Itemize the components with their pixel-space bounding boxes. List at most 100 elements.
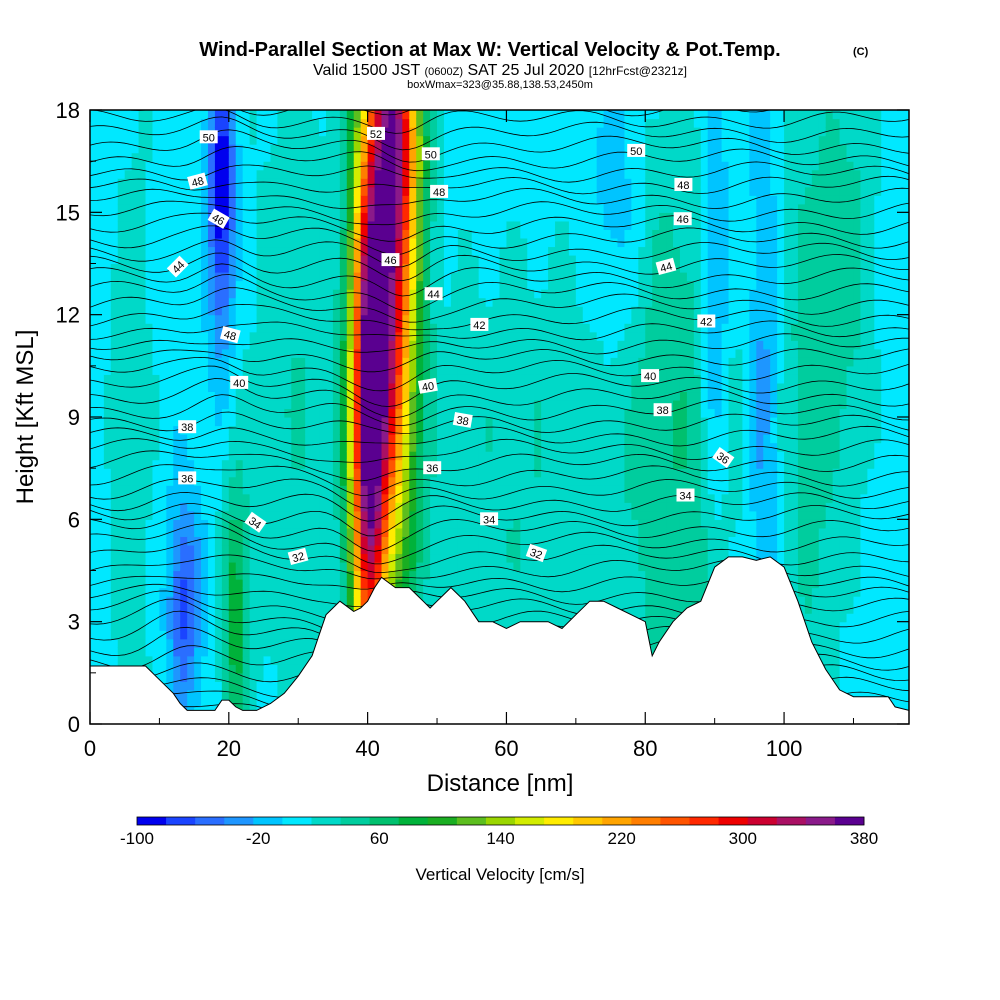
velocity-cell [353, 544, 362, 555]
velocity-cell [561, 203, 570, 213]
velocity-cell [263, 186, 272, 196]
velocity-cell [541, 254, 549, 265]
velocity-cell [110, 280, 119, 290]
velocity-cell [325, 178, 334, 188]
velocity-cell [249, 408, 258, 418]
velocity-cell [159, 417, 167, 427]
velocity-cell [402, 399, 410, 410]
velocity-cell [478, 365, 487, 375]
velocity-cell [131, 408, 140, 418]
velocity-cell [256, 655, 265, 665]
velocity-cell [561, 314, 570, 324]
velocity-cell [527, 229, 535, 239]
velocity-cell [235, 561, 244, 572]
velocity-cell [159, 195, 167, 205]
velocity-cell [117, 169, 126, 179]
velocity-cell [221, 527, 230, 537]
velocity-cell [131, 152, 140, 162]
velocity-cell [194, 391, 202, 401]
velocity-cell [534, 280, 542, 290]
velocity-cell [513, 536, 521, 546]
velocity-cell [506, 553, 514, 563]
velocity-cell [96, 314, 105, 324]
velocity-cell [152, 306, 161, 316]
velocity-cell [96, 340, 105, 350]
velocity-cell [110, 382, 119, 393]
velocity-cell [256, 621, 265, 631]
velocity-cell [492, 536, 501, 546]
velocity-cell [416, 459, 424, 469]
velocity-cell [187, 272, 195, 282]
velocity-cell [187, 186, 195, 196]
velocity-cell [346, 246, 355, 256]
velocity-cell [430, 212, 438, 222]
velocity-cell [353, 442, 362, 452]
chart-subtitle: Valid 1500 JST (0600Z) SAT 25 Jul 2020 [… [313, 62, 687, 79]
velocity-cell [249, 203, 258, 213]
velocity-cell [319, 604, 327, 614]
velocity-cell [110, 186, 119, 196]
velocity-cell [541, 323, 549, 333]
velocity-cell [457, 382, 466, 393]
velocity-cell [478, 237, 487, 248]
velocity-cell [430, 493, 438, 503]
velocity-cell [249, 229, 258, 239]
velocity-cell [360, 553, 369, 563]
velocity-cell [96, 127, 105, 137]
velocity-cell [506, 203, 514, 213]
velocity-cell [409, 289, 417, 299]
velocity-cell [117, 365, 126, 375]
velocity-cell [138, 613, 147, 623]
velocity-cell [180, 306, 188, 316]
velocity-cell [180, 570, 188, 580]
velocity-cell [319, 536, 327, 546]
velocity-cell [374, 272, 383, 282]
velocity-cell [194, 613, 202, 623]
velocity-cell [187, 246, 195, 256]
velocity-cell [450, 408, 459, 418]
velocity-cell [124, 621, 133, 631]
velocity-cell [180, 579, 188, 589]
velocity-cell [256, 442, 265, 452]
velocity-cell [103, 161, 112, 171]
velocity-cell [284, 553, 292, 563]
velocity-cell [478, 527, 487, 537]
velocity-cell [173, 604, 181, 614]
velocity-cell [360, 323, 369, 333]
velocity-cell [395, 434, 403, 444]
velocity-cell [117, 144, 126, 154]
velocity-cell [388, 348, 396, 358]
velocity-cell [180, 331, 188, 341]
velocity-cell [235, 152, 244, 162]
velocity-cell [124, 314, 133, 324]
velocity-cell [423, 579, 431, 589]
velocity-cell [513, 510, 521, 520]
velocity-cell [346, 493, 355, 503]
velocity-cell [145, 664, 154, 674]
velocity-cell [194, 587, 202, 597]
velocity-cell [187, 630, 195, 640]
velocity-cell [110, 647, 119, 657]
velocity-cell [298, 459, 306, 469]
velocity-cell [242, 263, 251, 273]
velocity-cell [249, 570, 258, 580]
velocity-cell [485, 254, 494, 265]
velocity-cell [291, 468, 299, 478]
velocity-cell [457, 510, 466, 520]
velocity-cell [430, 237, 438, 248]
velocity-cell [332, 178, 341, 188]
velocity-cell [443, 237, 452, 248]
velocity-cell [263, 229, 272, 239]
velocity-cell [235, 638, 244, 648]
velocity-cell [131, 220, 140, 230]
velocity-cell [207, 596, 216, 606]
velocity-cell [395, 331, 403, 341]
velocity-cell [256, 374, 265, 384]
velocity-cell [228, 596, 237, 606]
velocity-cell [312, 331, 320, 341]
velocity-cell [138, 647, 147, 657]
velocity-cell [291, 118, 299, 128]
velocity-cell [242, 399, 251, 410]
velocity-cell [388, 527, 396, 537]
velocity-cell [325, 280, 334, 290]
